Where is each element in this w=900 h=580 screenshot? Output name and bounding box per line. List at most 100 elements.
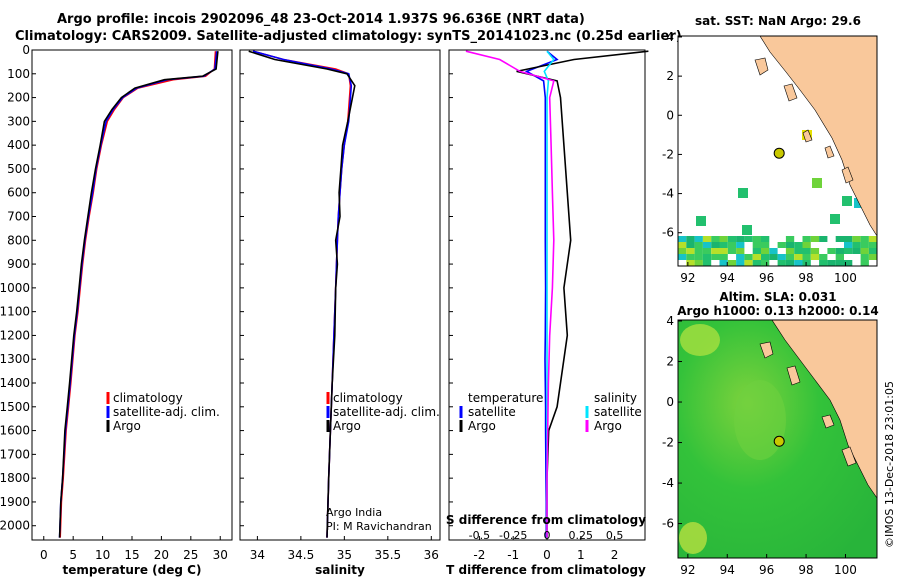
sla-land [759,319,878,499]
diff-xtick-label: 2 [611,548,619,562]
sst-cell [810,254,820,260]
diff-s-tick-label: -0.25 [499,529,527,542]
sal-xtick-label: 36 [424,548,439,562]
depth-tick-label: 1700 [0,447,30,461]
sst-cell [802,248,811,254]
sst-lon-tick-label: 100 [834,271,857,285]
imos-timestamp: ©IMOS 13-Dec-2018 23:01:05 [883,381,896,548]
sst-cell [761,242,770,248]
sst-cell [736,236,745,242]
sst-map-title: sat. SST: NaN Argo: 29.6 [695,14,861,28]
sst-cell [752,236,761,242]
sst-cell [686,260,695,266]
sst-cell [812,178,822,188]
sst-lon-tick-label: 98 [798,271,813,285]
sst-cell [835,254,844,260]
salinity-xlabel: salinity [315,563,365,577]
sst-cell [785,254,795,260]
sst-cell [702,254,712,260]
sst-cell [810,248,820,254]
temp-xtick-label: 5 [69,548,77,562]
sla-anomaly-patch-center [734,380,786,460]
sla-lat-tick-label: 4 [666,314,674,328]
diff-series-line-t-satellite [524,50,559,538]
sla-lon-tick-label: 94 [720,563,735,577]
sst-cell [835,236,844,242]
sst-cell [727,248,737,254]
sst-cell [852,242,861,248]
depth-tick-label: 1500 [0,400,30,414]
sst-cell [694,248,703,254]
sla-lon-tick-label: 100 [834,563,857,577]
sst-cell [842,196,852,206]
depth-axis: 0 100 200 300 400 500 600 700 800 900 1000 1100 1200… [0,43,453,533]
depth-tick-label: 0 [22,43,30,57]
title-line-2: Climatology: CARS2009. Satellite-adjuste… [15,29,682,44]
sla-lat-tick-label: -6 [662,517,674,531]
depth-tick-label: 1800 [0,471,30,485]
depth-tick-label: 100 [7,67,30,81]
depth-tick-label: 800 [7,233,30,247]
diff-series-line-t-argo [516,50,649,538]
sst-cell [719,248,728,254]
sst-cell [860,242,869,248]
temp-xtick-label: 15 [124,548,139,562]
difference-legend: temperature satellite Argo salinity sate… [459,391,642,433]
diff-s-tick-label: -0.5 [469,529,490,542]
sst-cell [860,248,869,254]
sla-lon-tick-label: 92 [680,563,695,577]
depth-tick-label: 1300 [0,352,30,366]
sst-cell [844,236,853,242]
depth-tick-label: 400 [7,138,30,152]
diff-series-line-s-argo [465,50,555,538]
diff-legend-t-sat-label: satellite [468,405,516,419]
sal-legend-satellite-label: satellite-adj. clim. [333,405,440,419]
sst-cell [719,254,728,260]
legend-argo-label: Argo [113,419,141,433]
sst-cell [844,242,853,248]
sst-cell [727,236,737,242]
sst-lat-tick-label: -4 [662,187,674,201]
sst-cell [802,254,811,260]
sal-series-line-satellite-adj-clim- [252,50,353,538]
sst-cell [702,242,712,248]
salinity-xticks: 34 34.5 35 35.5 36 [250,536,439,562]
sst-lon-ticks: 92 94 96 98 100 [680,262,857,285]
sla-lon-tick-label: 96 [759,563,774,577]
sla-lon-ticks: 92 94 96 98 100 [680,554,857,577]
temp-xtick-label: 20 [154,548,169,562]
sst-cell [711,248,720,254]
sst-lat-tick-label: -2 [662,147,674,161]
depth-tick-label: 600 [7,186,30,200]
temperature-panel: 0 5 10 15 20 25 30 temperature (deg C) climato… [31,49,233,577]
sst-cell [827,248,836,254]
sla-lon-tick-label: 98 [798,563,813,577]
sst-cell [752,242,761,248]
sst-cell [694,254,703,260]
salinity-lines [248,50,356,538]
sst-cell [794,260,803,266]
temp-series-line-argo [58,51,219,538]
sla-lat-ticks: 4 2 0 -2 -4 -6 [662,314,682,531]
sla-anomaly-patch-nw [680,324,720,356]
sst-cell [752,248,761,254]
sla-argo-float-marker [773,435,785,447]
diff-s-tick-label: 0.25 [569,529,594,542]
sst-cell [777,242,786,248]
island-simeulue [754,57,769,76]
sla-map-frame [677,319,878,559]
sst-map-frame [677,35,878,267]
sst-cell [736,260,745,266]
s-difference-ticks: -0.5 -0.25 0 0.25 0.5 [469,529,624,542]
island-siberut [802,129,813,143]
sla-map-title-2: Argo h1000: 0.13 h2000: 0.14 [677,304,878,318]
sst-cell [852,248,861,254]
title-line-1: Argo profile: incois 2902096_48 23-Oct-2… [57,12,585,27]
sst-lon-tick-label: 96 [759,271,774,285]
sst-cell [678,242,687,248]
temp-xtick-label: 0 [40,548,48,562]
sst-cell [777,254,786,260]
difference-panel: -2 -1 0 1 2 S difference from climatology -0… [446,49,649,577]
sst-cell [678,254,687,260]
